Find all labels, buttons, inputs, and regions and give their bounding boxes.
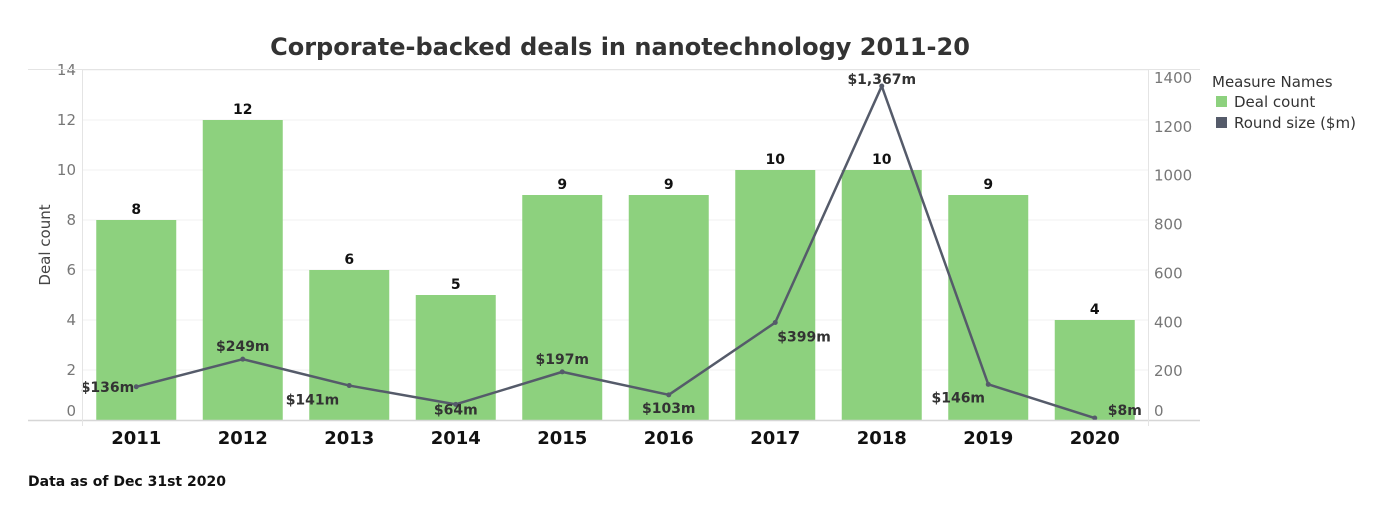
line-point: [240, 356, 246, 362]
line-point: [666, 392, 672, 398]
x-tick-label: 2011: [111, 428, 161, 449]
bar-data-label: 5: [451, 277, 461, 293]
x-tick-label: 2014: [431, 428, 481, 449]
legend-label-deal-count: Deal count: [1234, 93, 1315, 111]
y-right-tick-label: 200: [1154, 362, 1183, 380]
line-data-label: $141m: [286, 393, 340, 409]
line-data-label: $1,367m: [847, 72, 916, 88]
axes: 0246810121402004006008001000120014002011…: [28, 61, 1200, 449]
legend-swatch-deal-count: [1216, 96, 1227, 107]
line-series: $136m $249m $141m $64m $197m $103m $399m $1,367…: [81, 72, 1142, 421]
x-tick-label: 2020: [1070, 428, 1120, 449]
y-right-tick-label: 1200: [1154, 118, 1192, 136]
bar: [1054, 320, 1135, 420]
x-tick-label: 2012: [218, 428, 268, 449]
footnote: Data as of Dec 31st 2020: [28, 474, 226, 490]
line-data-label: $197m: [535, 352, 589, 368]
y-right-tick-label: 400: [1154, 313, 1183, 331]
y-tick-label: 12: [57, 111, 76, 129]
x-tick-label: 2013: [324, 428, 374, 449]
bar-series: 8 12 6 5 9 9 10 10 9 4: [96, 102, 1135, 420]
line-data-label: $64m: [434, 402, 478, 418]
bar-data-label: 9: [983, 177, 993, 193]
y-right-tick-label: 800: [1154, 216, 1183, 234]
line-point: [772, 320, 778, 326]
x-tick-label: 2017: [750, 428, 800, 449]
y-right-tick-label: 1000: [1154, 167, 1192, 185]
y-tick-label: 6: [66, 261, 76, 279]
x-tick-label: 2016: [644, 428, 694, 449]
y-tick-label: 4: [66, 311, 76, 329]
bar: [309, 270, 390, 420]
bar: [841, 170, 922, 420]
round-size-line: [135, 84, 1096, 420]
bar-data-label: 10: [872, 152, 892, 168]
chart-title: Corporate-backed deals in nanotechnology…: [270, 33, 970, 61]
bar-data-label: 9: [557, 177, 567, 193]
y-right-tick-label: 1400: [1154, 69, 1192, 87]
line-point: [346, 383, 352, 389]
x-tick-label: 2015: [537, 428, 587, 449]
line-point: [985, 381, 991, 387]
y-tick-label: 2: [66, 361, 76, 379]
bar-data-label: 12: [233, 102, 252, 118]
bar-data-label: 10: [766, 152, 786, 168]
bar: [522, 195, 603, 420]
bar: [202, 120, 283, 420]
bar: [415, 295, 496, 420]
bar: [735, 170, 816, 420]
line-point: [453, 401, 459, 407]
y-tick-label: 8: [66, 211, 76, 229]
legend-swatch-round-size: [1216, 117, 1227, 128]
bar-data-label: 9: [664, 177, 674, 193]
line-data-label: $249m: [216, 339, 270, 355]
bar-data-label: 6: [344, 252, 354, 268]
legend-title: Measure Names: [1212, 73, 1333, 91]
legend: Measure Names Deal count Round size ($m): [1212, 73, 1356, 132]
bar-data-label: 4: [1090, 302, 1100, 318]
line-point: [1092, 415, 1098, 421]
y-tick-label: 10: [57, 161, 76, 179]
line-data-label: $136m: [81, 380, 135, 396]
x-tick-label: 2018: [857, 428, 907, 449]
x-tick-label: 2019: [963, 428, 1013, 449]
line-point: [133, 384, 139, 390]
line-data-label: $8m: [1108, 403, 1142, 419]
legend-label-round-size: Round size ($m): [1234, 114, 1356, 132]
line-data-label: $399m: [777, 330, 831, 346]
bar: [628, 195, 709, 420]
y-tick-label: 0: [66, 402, 76, 420]
line-point: [879, 83, 885, 89]
y-right-tick-label: 0: [1154, 402, 1164, 420]
line-data-label: $146m: [931, 390, 985, 406]
line-data-label: $103m: [642, 401, 696, 417]
line-point: [559, 369, 565, 375]
y-axis-title: Deal count: [36, 204, 54, 285]
y-right-tick-label: 600: [1154, 264, 1183, 282]
bar-data-label: 8: [131, 202, 141, 218]
